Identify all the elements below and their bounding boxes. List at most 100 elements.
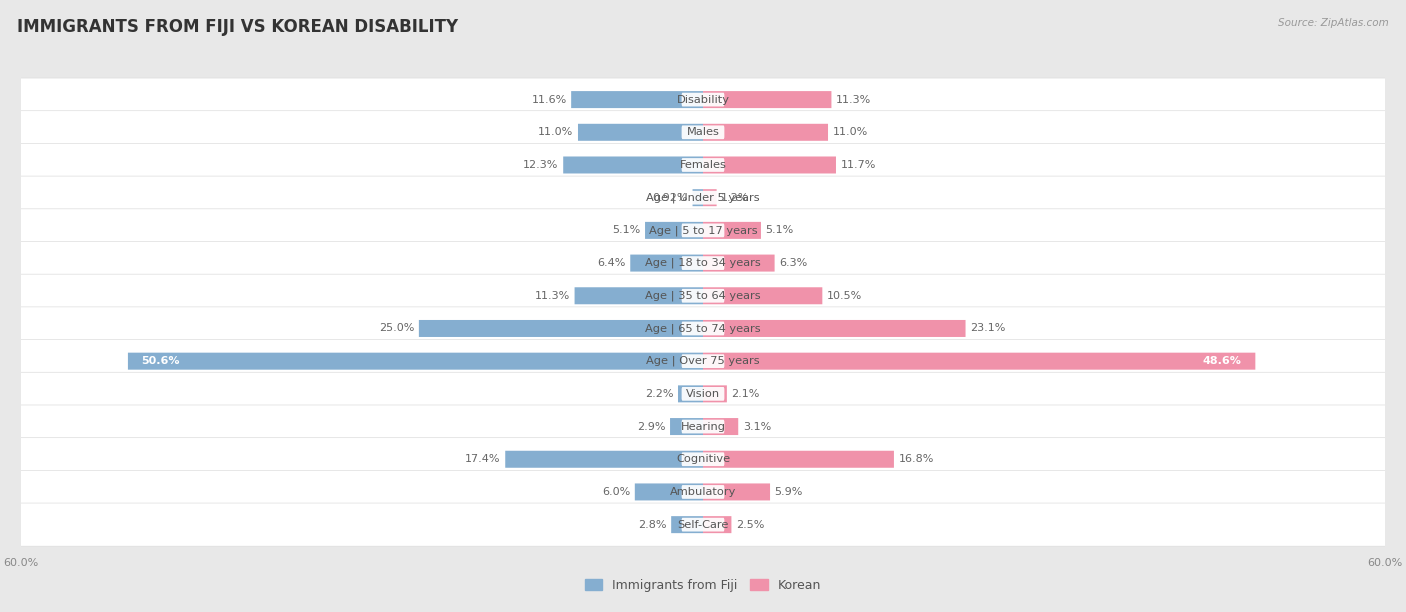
FancyBboxPatch shape xyxy=(682,387,724,401)
Text: Females: Females xyxy=(679,160,727,170)
Text: 48.6%: 48.6% xyxy=(1204,356,1241,366)
FancyBboxPatch shape xyxy=(575,287,703,304)
Text: 17.4%: 17.4% xyxy=(465,454,501,465)
FancyBboxPatch shape xyxy=(703,222,761,239)
Text: 1.2%: 1.2% xyxy=(721,193,749,203)
FancyBboxPatch shape xyxy=(6,503,1400,547)
FancyBboxPatch shape xyxy=(703,353,1256,370)
FancyBboxPatch shape xyxy=(682,321,724,335)
Text: Disability: Disability xyxy=(676,95,730,105)
Text: 25.0%: 25.0% xyxy=(380,324,415,334)
FancyBboxPatch shape xyxy=(6,438,1400,481)
FancyBboxPatch shape xyxy=(682,289,724,303)
Text: 6.4%: 6.4% xyxy=(598,258,626,268)
Text: Hearing: Hearing xyxy=(681,422,725,431)
Text: Males: Males xyxy=(686,127,720,137)
FancyBboxPatch shape xyxy=(682,125,724,139)
FancyBboxPatch shape xyxy=(703,451,894,468)
Text: 2.1%: 2.1% xyxy=(731,389,759,399)
FancyBboxPatch shape xyxy=(682,93,724,106)
FancyBboxPatch shape xyxy=(703,483,770,501)
Text: 11.3%: 11.3% xyxy=(837,95,872,105)
FancyBboxPatch shape xyxy=(645,222,703,239)
FancyBboxPatch shape xyxy=(678,386,703,402)
Text: 0.92%: 0.92% xyxy=(652,193,688,203)
FancyBboxPatch shape xyxy=(703,287,823,304)
FancyBboxPatch shape xyxy=(571,91,703,108)
FancyBboxPatch shape xyxy=(419,320,703,337)
FancyBboxPatch shape xyxy=(578,124,703,141)
Text: 10.5%: 10.5% xyxy=(827,291,862,300)
FancyBboxPatch shape xyxy=(682,452,724,466)
FancyBboxPatch shape xyxy=(128,353,703,370)
FancyBboxPatch shape xyxy=(671,418,703,435)
Text: 2.9%: 2.9% xyxy=(637,422,665,431)
Text: 11.0%: 11.0% xyxy=(832,127,868,137)
Text: 5.1%: 5.1% xyxy=(612,225,641,236)
FancyBboxPatch shape xyxy=(682,191,724,204)
FancyBboxPatch shape xyxy=(682,256,724,270)
Text: Source: ZipAtlas.com: Source: ZipAtlas.com xyxy=(1278,18,1389,28)
Text: Vision: Vision xyxy=(686,389,720,399)
FancyBboxPatch shape xyxy=(693,189,703,206)
FancyBboxPatch shape xyxy=(6,242,1400,285)
Text: 11.6%: 11.6% xyxy=(531,95,567,105)
FancyBboxPatch shape xyxy=(682,354,724,368)
FancyBboxPatch shape xyxy=(6,143,1400,187)
FancyBboxPatch shape xyxy=(630,255,703,272)
Text: 2.2%: 2.2% xyxy=(645,389,673,399)
FancyBboxPatch shape xyxy=(703,255,775,272)
FancyBboxPatch shape xyxy=(505,451,703,468)
Text: Age | Under 5 years: Age | Under 5 years xyxy=(647,192,759,203)
Text: Age | 35 to 64 years: Age | 35 to 64 years xyxy=(645,291,761,301)
Text: 6.0%: 6.0% xyxy=(602,487,630,497)
FancyBboxPatch shape xyxy=(703,157,837,173)
Text: Age | 65 to 74 years: Age | 65 to 74 years xyxy=(645,323,761,334)
FancyBboxPatch shape xyxy=(703,320,966,337)
FancyBboxPatch shape xyxy=(6,78,1400,121)
Text: 12.3%: 12.3% xyxy=(523,160,558,170)
Text: 2.8%: 2.8% xyxy=(638,520,666,529)
FancyBboxPatch shape xyxy=(682,485,724,499)
Text: Age | Over 75 years: Age | Over 75 years xyxy=(647,356,759,367)
Text: Self-Care: Self-Care xyxy=(678,520,728,529)
FancyBboxPatch shape xyxy=(682,223,724,237)
FancyBboxPatch shape xyxy=(682,158,724,172)
Text: 2.5%: 2.5% xyxy=(735,520,765,529)
Text: 11.0%: 11.0% xyxy=(538,127,574,137)
Text: 3.1%: 3.1% xyxy=(742,422,770,431)
FancyBboxPatch shape xyxy=(703,189,717,206)
FancyBboxPatch shape xyxy=(703,418,738,435)
FancyBboxPatch shape xyxy=(6,307,1400,350)
FancyBboxPatch shape xyxy=(6,111,1400,154)
Text: 23.1%: 23.1% xyxy=(970,324,1005,334)
Text: 11.7%: 11.7% xyxy=(841,160,876,170)
FancyBboxPatch shape xyxy=(6,372,1400,416)
FancyBboxPatch shape xyxy=(682,420,724,433)
FancyBboxPatch shape xyxy=(6,405,1400,448)
FancyBboxPatch shape xyxy=(564,157,703,173)
Text: 5.1%: 5.1% xyxy=(765,225,794,236)
Legend: Immigrants from Fiji, Korean: Immigrants from Fiji, Korean xyxy=(579,574,827,597)
FancyBboxPatch shape xyxy=(6,209,1400,252)
FancyBboxPatch shape xyxy=(703,516,731,533)
FancyBboxPatch shape xyxy=(703,124,828,141)
Text: IMMIGRANTS FROM FIJI VS KOREAN DISABILITY: IMMIGRANTS FROM FIJI VS KOREAN DISABILIT… xyxy=(17,18,458,36)
FancyBboxPatch shape xyxy=(703,91,831,108)
Text: 50.6%: 50.6% xyxy=(142,356,180,366)
FancyBboxPatch shape xyxy=(6,176,1400,219)
Text: Cognitive: Cognitive xyxy=(676,454,730,465)
Text: 5.9%: 5.9% xyxy=(775,487,803,497)
Text: 16.8%: 16.8% xyxy=(898,454,934,465)
FancyBboxPatch shape xyxy=(703,386,727,402)
Text: 6.3%: 6.3% xyxy=(779,258,807,268)
FancyBboxPatch shape xyxy=(636,483,703,501)
FancyBboxPatch shape xyxy=(671,516,703,533)
Text: Age | 5 to 17 years: Age | 5 to 17 years xyxy=(648,225,758,236)
Text: Age | 18 to 34 years: Age | 18 to 34 years xyxy=(645,258,761,268)
Text: 11.3%: 11.3% xyxy=(534,291,569,300)
FancyBboxPatch shape xyxy=(6,340,1400,382)
FancyBboxPatch shape xyxy=(6,274,1400,318)
Text: Ambulatory: Ambulatory xyxy=(669,487,737,497)
FancyBboxPatch shape xyxy=(682,518,724,531)
